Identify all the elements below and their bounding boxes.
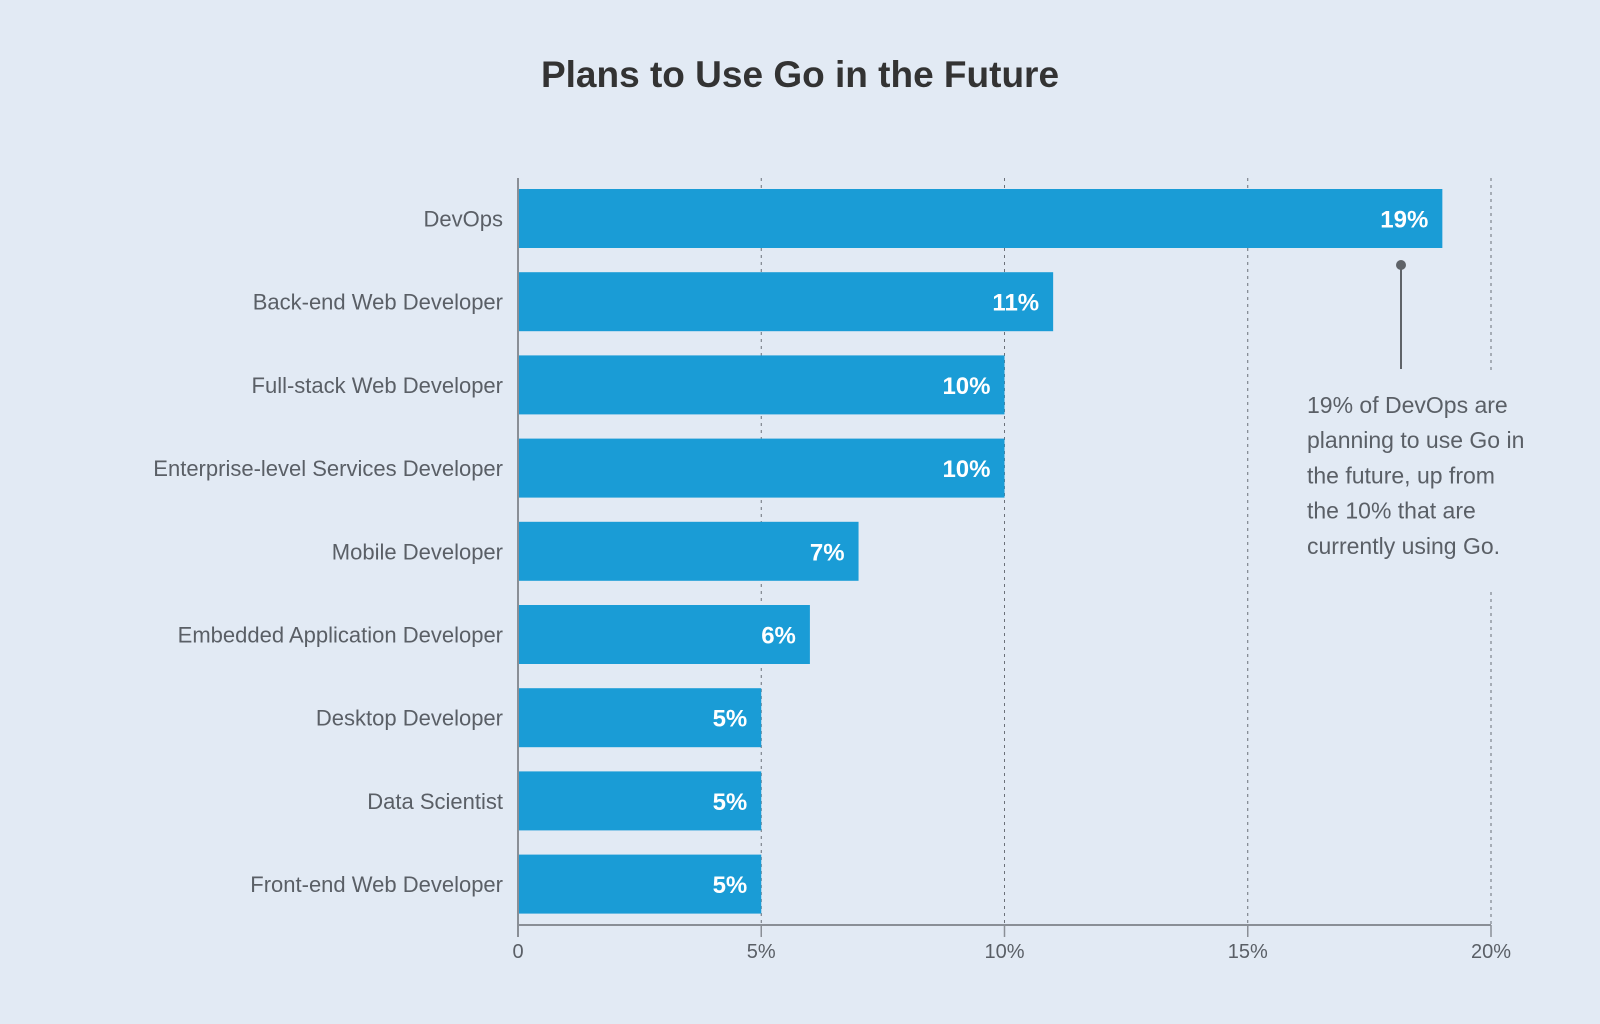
data-label: 5% <box>713 872 748 899</box>
category-label: Data Scientist <box>367 789 503 814</box>
bar <box>518 688 762 748</box>
bar <box>518 605 810 664</box>
data-label: 11% <box>992 290 1039 317</box>
bar <box>518 521 859 581</box>
annotation-text-line: planning to use Go in <box>1307 427 1524 453</box>
data-label: 7% <box>810 539 845 566</box>
x-tick-label: 20% <box>1471 941 1511 963</box>
category-label: Enterprise-level Services Developer <box>153 456 503 481</box>
category-label: Back-end Web Developer <box>253 290 503 315</box>
data-label: 5% <box>713 706 748 733</box>
x-tick-label: 15% <box>1228 941 1268 963</box>
category-label: Front-end Web Developer <box>250 872 503 897</box>
annotation-text-line: the 10% that are <box>1307 498 1476 524</box>
category-label: Full-stack Web Developer <box>252 373 503 398</box>
category-label: Desktop Developer <box>316 706 503 731</box>
chart-title: Plans to Use Go in the Future <box>541 54 1059 95</box>
annotation-text-line: 19% of DevOps are <box>1307 392 1508 418</box>
bar <box>518 854 762 914</box>
bar <box>518 189 1443 248</box>
data-label: 6% <box>761 623 796 650</box>
bar <box>518 355 1005 415</box>
data-label: 19% <box>1380 207 1428 234</box>
annotation-text-line: currently using Go. <box>1307 533 1500 559</box>
data-label: 5% <box>713 789 748 816</box>
x-tick-label: 0 <box>512 941 523 963</box>
category-label: Mobile Developer <box>332 539 503 564</box>
x-tick-label: 10% <box>984 941 1024 963</box>
bar <box>518 272 1054 332</box>
bar <box>518 771 762 831</box>
x-tick-label: 5% <box>747 941 776 963</box>
category-label: DevOps <box>424 207 503 232</box>
data-label: 10% <box>942 373 990 400</box>
data-label: 10% <box>942 456 990 483</box>
category-label: Embedded Application Developer <box>178 623 503 648</box>
annotation-text-line: the future, up from <box>1307 462 1495 488</box>
bar <box>518 438 1005 498</box>
